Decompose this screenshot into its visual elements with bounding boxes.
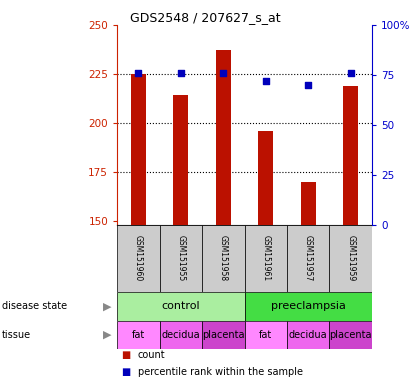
Text: ■: ■ (121, 350, 131, 360)
Bar (343, 86, 358, 225)
Text: GSM151959: GSM151959 (346, 235, 355, 281)
Text: count: count (138, 350, 165, 360)
Text: GSM151960: GSM151960 (134, 235, 143, 281)
Bar (330, 321, 372, 349)
Text: tissue: tissue (2, 330, 31, 340)
Text: fat: fat (132, 330, 145, 340)
Text: GSM151957: GSM151957 (304, 235, 313, 281)
Text: placenta: placenta (330, 330, 372, 340)
Point (135, 70, 142, 76)
Bar (301, 182, 316, 225)
Bar (216, 50, 231, 225)
Bar (287, 321, 330, 349)
Point (347, 70, 354, 76)
Text: percentile rank within the sample: percentile rank within the sample (138, 367, 302, 377)
Point (305, 82, 312, 88)
Bar (245, 225, 287, 292)
Text: GSM151961: GSM151961 (261, 235, 270, 281)
Bar (330, 225, 372, 292)
Point (178, 70, 184, 76)
Text: decidua: decidua (162, 330, 200, 340)
Text: preeclampsia: preeclampsia (271, 301, 346, 311)
Text: ▶: ▶ (103, 330, 111, 340)
Text: placenta: placenta (202, 330, 245, 340)
Bar (202, 321, 245, 349)
Bar (159, 225, 202, 292)
Bar (287, 225, 330, 292)
Text: GSM151958: GSM151958 (219, 235, 228, 281)
Bar (245, 321, 287, 349)
Bar (131, 74, 146, 225)
Bar (117, 321, 159, 349)
Bar (245, 292, 372, 321)
Text: decidua: decidua (289, 330, 328, 340)
Text: control: control (162, 301, 200, 311)
Text: disease state: disease state (2, 301, 67, 311)
Bar (259, 131, 273, 225)
Text: fat: fat (259, 330, 272, 340)
Text: GDS2548 / 207627_s_at: GDS2548 / 207627_s_at (130, 12, 281, 25)
Bar (159, 321, 202, 349)
Bar (202, 225, 245, 292)
Bar (173, 96, 188, 225)
Bar (117, 292, 245, 321)
Text: GSM151955: GSM151955 (176, 235, 185, 281)
Point (263, 78, 269, 84)
Text: ■: ■ (121, 367, 131, 377)
Bar (117, 225, 159, 292)
Point (220, 70, 226, 76)
Text: ▶: ▶ (103, 301, 111, 311)
